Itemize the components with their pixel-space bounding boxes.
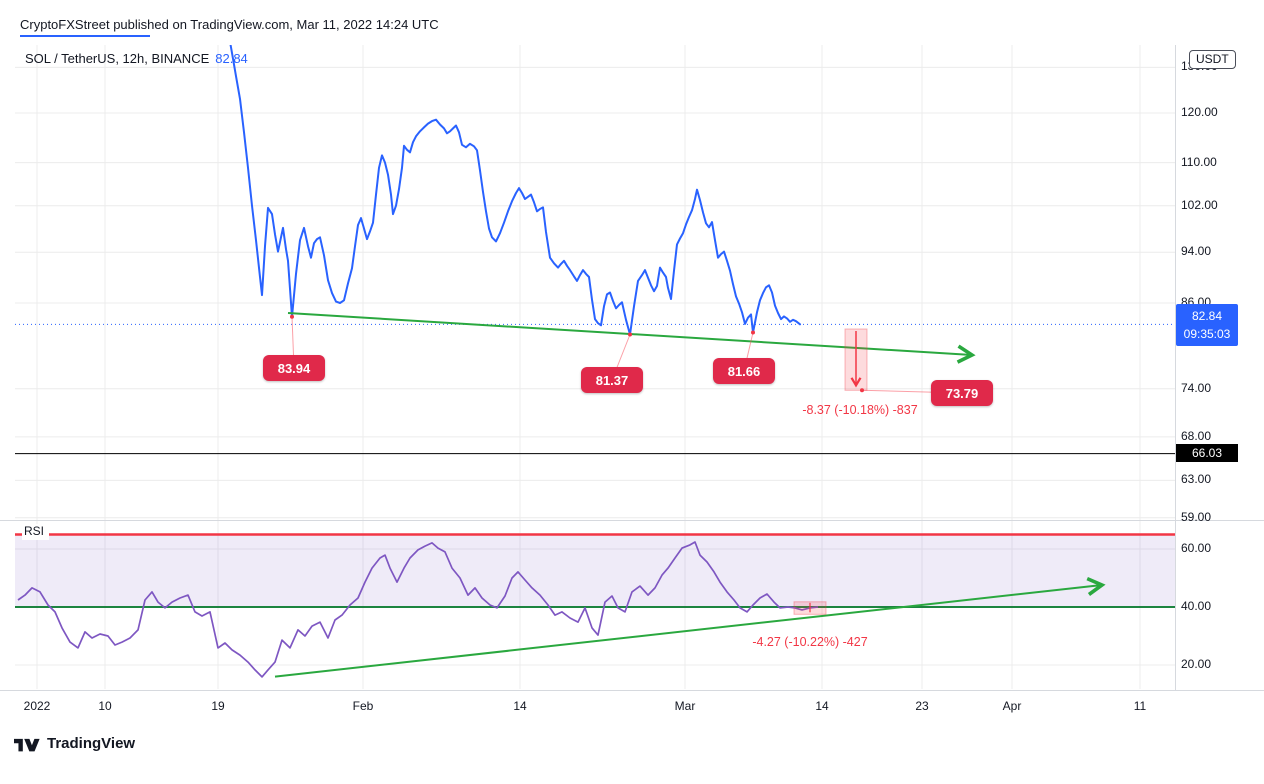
time-tick-label: 14 xyxy=(513,699,527,713)
time-tick-label: 23 xyxy=(915,699,929,713)
rsi-tick-label: 20.00 xyxy=(1181,657,1212,671)
price-series-line xyxy=(229,45,801,336)
time-axis[interactable]: 2022 10 19 Feb 14 Mar 14 23 Apr 11 xyxy=(0,690,1264,720)
bar-countdown: 09:35:03 xyxy=(1183,327,1231,342)
time-tick-label: Feb xyxy=(352,699,374,713)
time-tick-label: 10 xyxy=(98,699,112,713)
price-tick-label: 110.00 xyxy=(1181,154,1217,169)
time-tick-label: Apr xyxy=(1002,699,1022,713)
symbol-legend[interactable]: SOL / TetherUS, 12h, BINANCE 82.84 xyxy=(25,51,248,66)
tradingview-footer[interactable]: TradingView xyxy=(14,735,135,752)
time-tick-label: 19 xyxy=(211,699,225,713)
legend-last-price: 82.84 xyxy=(215,51,248,66)
rsi-trend-arrow[interactable] xyxy=(274,576,1106,678)
rsi-measure-text: -4.27 (-10.22%) -427 xyxy=(752,635,868,649)
time-tick-label: Mar xyxy=(674,699,696,713)
callout-anchor-dot xyxy=(860,388,864,393)
price-tick-label: 74.00 xyxy=(1181,380,1212,395)
rsi-indicator-label[interactable]: RSI xyxy=(22,524,50,540)
rsi-tick-label: 60.00 xyxy=(1181,541,1212,555)
currency-unit-button[interactable]: USDT xyxy=(1189,50,1236,69)
price-tick-label: 68.00 xyxy=(1181,428,1212,443)
last-price-value: 82.84 xyxy=(1191,309,1223,324)
price-tick-label: 63.00 xyxy=(1181,472,1212,487)
price-tick-label: 120.00 xyxy=(1181,105,1218,119)
price-callout-label[interactable]: 73.79 xyxy=(931,380,993,406)
attribution-header: CryptoFXStreet published on TradingView.… xyxy=(20,17,439,32)
time-tick-label: 14 xyxy=(815,699,829,713)
callout-anchor-dot xyxy=(751,330,755,335)
rsi-tick-label: 40.00 xyxy=(1181,599,1212,613)
price-callout-label[interactable]: 83.94 xyxy=(263,355,325,381)
price-callout-label[interactable]: 81.66 xyxy=(713,358,775,384)
tradingview-logo-text: TradingView xyxy=(47,735,136,752)
rsi-band-fill xyxy=(15,534,1175,607)
time-tick-label: 11 xyxy=(1133,699,1147,713)
price-tick-label: 59.00 xyxy=(1181,509,1212,524)
time-tick-label: 2022 xyxy=(23,699,51,713)
price-measure-text: -8.37 (-10.18%) -837 xyxy=(802,403,918,417)
rsi-series-line xyxy=(17,541,819,678)
level-price-badge: 66.03 xyxy=(1176,443,1238,462)
price-tick-label: 94.00 xyxy=(1181,244,1212,259)
callout-anchor-dot xyxy=(290,314,294,319)
tradingview-logo-icon xyxy=(14,738,40,751)
last-price-badge: 82.84 09:35:03 xyxy=(1176,304,1238,347)
price-tick-label: 102.00 xyxy=(1181,197,1218,212)
callout-anchor-dot xyxy=(628,332,632,337)
attribution-underline xyxy=(20,35,150,37)
price-callout-label[interactable]: 81.37 xyxy=(581,367,643,393)
legend-symbol-text[interactable]: SOL / TetherUS, 12h, BINANCE xyxy=(25,51,210,66)
